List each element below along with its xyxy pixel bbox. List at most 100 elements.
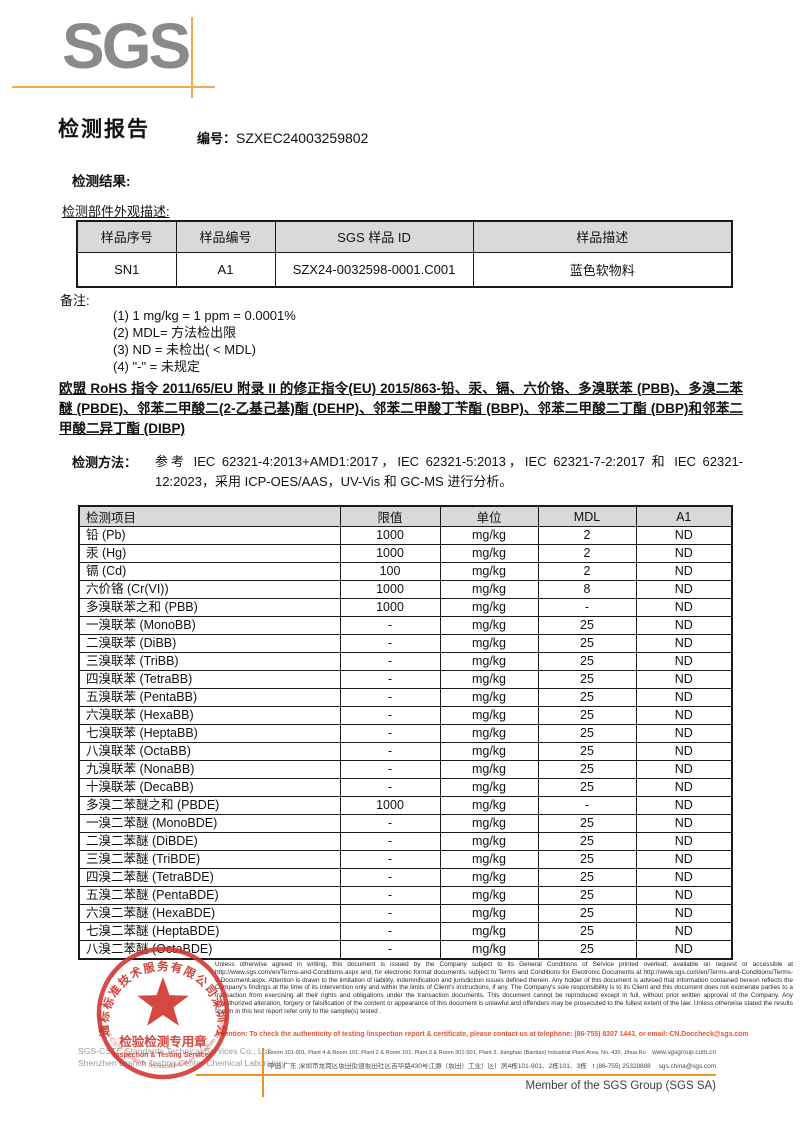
table-cell: 25 bbox=[537, 832, 637, 851]
table-cell: mg/kg bbox=[439, 562, 539, 581]
method-text: 参考 IEC 62321-4:2013+AMD1:2017，IEC 62321-… bbox=[155, 454, 743, 489]
table-cell: ND bbox=[635, 796, 733, 815]
table-cell: mg/kg bbox=[439, 724, 539, 743]
table-cell: 1000 bbox=[339, 598, 441, 617]
table-cell: mg/kg bbox=[439, 742, 539, 761]
table-cell: 2 bbox=[537, 562, 637, 581]
table-cell: 25 bbox=[537, 778, 637, 797]
appearance-subheading: 检测部件外观描述: bbox=[62, 204, 170, 219]
table-cell: mg/kg bbox=[439, 706, 539, 725]
inspection-stamp: 通标标准技术服务有限公司深圳分公司 检验检测专用章 Inspection & T… bbox=[63, 942, 230, 1080]
table-row: 十溴联苯 (DecaBB) - mg/kg 25 ND bbox=[78, 778, 733, 797]
logo-crosshair-horizontal bbox=[12, 86, 215, 88]
table-cell: ND bbox=[635, 526, 733, 545]
table-cell: mg/kg bbox=[439, 634, 539, 653]
table-cell: ND bbox=[635, 760, 733, 779]
note-item: (3) ND = 未检出( < MDL) bbox=[113, 342, 257, 357]
table-cell: ND bbox=[635, 868, 733, 887]
table-cell: 五溴联苯 (PentaBB) bbox=[78, 688, 341, 707]
table-cell: ND bbox=[635, 940, 733, 959]
note-item: (1) 1 mg/kg = 1 ppm = 0.0001% bbox=[113, 308, 296, 323]
table-cell: 四溴二苯醚 (TetraBDE) bbox=[78, 868, 341, 887]
note-item: (2) MDL= 方法检出限 bbox=[113, 325, 237, 340]
table-row: SN1 A1 SZX24-0032598-0001.C001 蓝色软物料 bbox=[76, 251, 733, 288]
table-cell: ND bbox=[635, 598, 733, 617]
table-cell: ND bbox=[635, 886, 733, 905]
report-number-label: 编号： bbox=[197, 131, 237, 146]
table-cell: 一溴联苯 (MonoBB) bbox=[78, 616, 341, 635]
result-table-header-row: 检测项目 限值 单位 MDL A1 bbox=[78, 505, 733, 527]
table-cell: 蓝色软物料 bbox=[472, 251, 733, 288]
table-cell: ND bbox=[635, 634, 733, 653]
table-row: 九溴联苯 (NonaBB) - mg/kg 25 ND bbox=[78, 760, 733, 779]
table-cell: mg/kg bbox=[439, 904, 539, 923]
table-cell: 25 bbox=[537, 850, 637, 869]
table-cell: - bbox=[339, 616, 441, 635]
telephone-text: t (86-755) 25328888 bbox=[592, 1063, 651, 1070]
table-cell: 8 bbox=[537, 580, 637, 599]
table-cell: mg/kg bbox=[439, 616, 539, 635]
table-cell: 六价铬 (Cr(VI)) bbox=[78, 580, 341, 599]
company-name-line1: SGS-CSTC Standards Technical Services Co… bbox=[78, 1046, 273, 1056]
table-cell: 四溴联苯 (TetraBB) bbox=[78, 670, 341, 689]
footer-crosshair-horizontal bbox=[196, 1074, 716, 1076]
table-cell: ND bbox=[635, 616, 733, 635]
table-row: 二溴二苯醚 (DiBDE) - mg/kg 25 ND bbox=[78, 832, 733, 851]
result-table: 检测项目 限值 单位 MDL A1 铅 (Pb) 1000 mg/kg 2 ND 汞 (Hg) 10… bbox=[78, 505, 733, 960]
table-row: 汞 (Hg) 1000 mg/kg 2 ND bbox=[78, 544, 733, 563]
table-cell: - bbox=[339, 706, 441, 725]
table-row: 三溴联苯 (TriBB) - mg/kg 25 ND bbox=[78, 652, 733, 671]
table-row: 多溴二苯醚之和 (PBDE) 1000 mg/kg - ND bbox=[78, 796, 733, 815]
table-cell: 多溴联苯之和 (PBB) bbox=[78, 598, 341, 617]
table-cell: 25 bbox=[537, 814, 637, 833]
table-row: 四溴联苯 (TetraBB) - mg/kg 25 ND bbox=[78, 670, 733, 689]
address-english: Room 101-901, Plant 4 & Room 101, Plant … bbox=[268, 1050, 646, 1056]
table-cell: 十溴联苯 (DecaBB) bbox=[78, 778, 341, 797]
table-cell: 2 bbox=[537, 544, 637, 563]
table-cell: 三溴联苯 (TriBB) bbox=[78, 652, 341, 671]
table-cell: mg/kg bbox=[439, 526, 539, 545]
table-cell: ND bbox=[635, 652, 733, 671]
table-cell: 六溴二苯醚 (HexaBDE) bbox=[78, 904, 341, 923]
table-cell: ND bbox=[635, 670, 733, 689]
table-cell: mg/kg bbox=[439, 796, 539, 815]
table-cell: 25 bbox=[537, 886, 637, 905]
results-heading: 检测结果: bbox=[72, 174, 131, 189]
table-cell: - bbox=[339, 814, 441, 833]
sample-table-header-row: 样品序号 样品编号 SGS 样品 ID 样品描述 bbox=[76, 220, 733, 253]
table-cell: 二溴二苯醚 (DiBDE) bbox=[78, 832, 341, 851]
table-cell: 汞 (Hg) bbox=[78, 544, 341, 563]
table-cell: 1000 bbox=[339, 580, 441, 599]
table-cell: - bbox=[339, 922, 441, 941]
table-cell: ND bbox=[635, 580, 733, 599]
table-row: 一溴联苯 (MonoBB) - mg/kg 25 ND bbox=[78, 616, 733, 635]
table-row: 多溴联苯之和 (PBB) 1000 mg/kg - ND bbox=[78, 598, 733, 617]
table-cell: 1000 bbox=[339, 526, 441, 545]
table-cell: ND bbox=[635, 904, 733, 923]
table-row: 五溴联苯 (PentaBB) - mg/kg 25 ND bbox=[78, 688, 733, 707]
column-header: A1 bbox=[635, 505, 733, 527]
column-header: 单位 bbox=[439, 505, 539, 527]
table-cell: - bbox=[339, 850, 441, 869]
table-cell: SN1 bbox=[76, 251, 177, 288]
table-row: 六价铬 (Cr(VI)) 1000 mg/kg 8 ND bbox=[78, 580, 733, 599]
report-number: 编号：SZXEC24003259802 bbox=[197, 128, 368, 147]
table-cell: - bbox=[339, 670, 441, 689]
column-header: SGS 样品 ID bbox=[274, 220, 474, 253]
member-line: Member of the SGS Group (SGS SA) bbox=[525, 1080, 716, 1092]
column-header: 限值 bbox=[339, 505, 441, 527]
table-cell: - bbox=[339, 832, 441, 851]
table-cell: 25 bbox=[537, 922, 637, 941]
table-cell: mg/kg bbox=[439, 868, 539, 887]
table-row: 七溴联苯 (HeptaBB) - mg/kg 25 ND bbox=[78, 724, 733, 743]
table-cell: - bbox=[537, 598, 637, 617]
table-cell: mg/kg bbox=[439, 670, 539, 689]
table-cell: 六溴联苯 (HexaBB) bbox=[78, 706, 341, 725]
address-block: Room 101-901, Plant 4 & Room 101, Plant … bbox=[268, 1049, 716, 1071]
table-cell: 100 bbox=[339, 562, 441, 581]
table-cell: 25 bbox=[537, 742, 637, 761]
table-cell: mg/kg bbox=[439, 832, 539, 851]
footer-crosshair-vertical bbox=[262, 1048, 264, 1097]
table-row: 八溴联苯 (OctaBB) - mg/kg 25 ND bbox=[78, 742, 733, 761]
table-cell: mg/kg bbox=[439, 580, 539, 599]
